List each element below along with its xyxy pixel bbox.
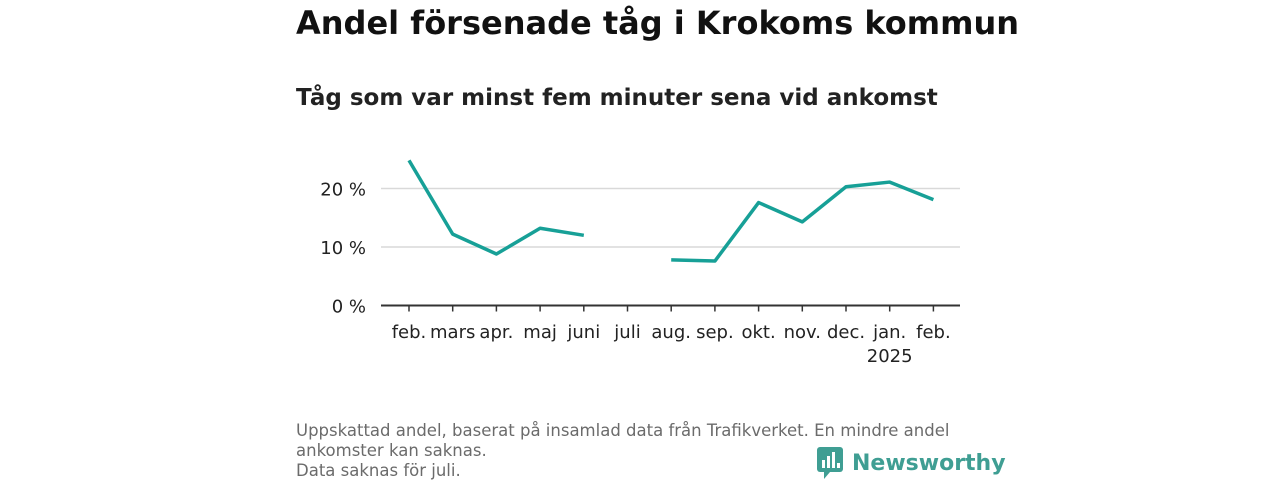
newsworthy-logo-icon: [817, 447, 843, 479]
x-tick-label: nov.: [784, 322, 821, 343]
x-tick-label: mars: [430, 322, 475, 343]
x-axis-labels: feb. mars apr. maj juni juli aug. sep. okt. nov. d…: [392, 322, 951, 367]
chart-title: Andel försenade tåg i Krokoms kommun: [296, 4, 1020, 42]
x-tick-label: dec.: [827, 322, 865, 343]
y-tick-label: 20 %: [320, 180, 366, 201]
grid-lines: [381, 187, 960, 248]
y-tick-label: 0 %: [332, 297, 366, 318]
series-line-segment: [671, 180, 935, 263]
x-tick-label: sep.: [696, 322, 734, 343]
x-tick-label: apr.: [479, 322, 513, 343]
footnote-line: ankomster kan saknas.: [296, 441, 487, 460]
x-tick-label: okt.: [741, 322, 775, 343]
x-tick-label: maj: [523, 322, 557, 343]
footnote: Uppskattad andel, baserat på insamlad da…: [296, 421, 986, 481]
brand-name: Newsworthy: [852, 450, 1006, 476]
x-tick-label: jan.: [872, 322, 906, 343]
y-tick-label: 10 %: [320, 238, 366, 259]
x-year-label: 2025: [867, 346, 913, 367]
x-tick-label: feb.: [392, 322, 427, 343]
x-tick-label: juli: [613, 322, 640, 343]
footnote-line: Uppskattad andel, baserat på insamlad da…: [296, 421, 950, 440]
x-tick-label: aug.: [651, 322, 691, 343]
series-line-segment: [407, 159, 585, 256]
series-line: [407, 159, 935, 263]
footnote-line: Data saknas för juli.: [296, 461, 461, 480]
x-tick-label: feb.: [916, 322, 951, 343]
y-axis-labels: 0 % 10 % 20 %: [320, 180, 366, 318]
x-tick-label: juni: [566, 322, 600, 343]
brand-logo: Newsworthy: [816, 446, 1006, 480]
x-axis: [381, 304, 960, 312]
chart-subtitle: Tåg som var minst fem minuter sena vid a…: [296, 85, 938, 111]
